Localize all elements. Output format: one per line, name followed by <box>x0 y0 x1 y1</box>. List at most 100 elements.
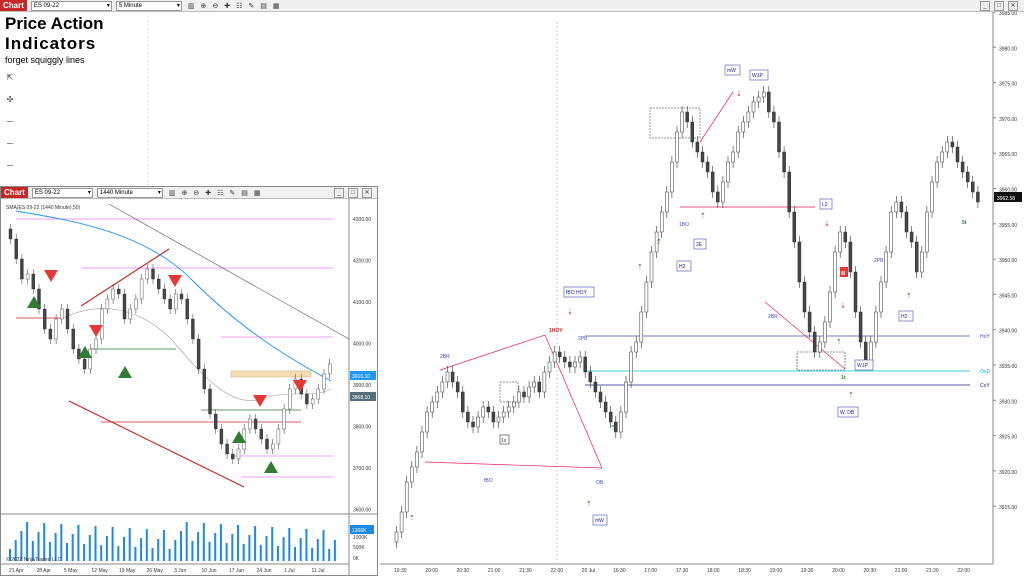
volume-bar <box>322 530 325 561</box>
inset-candle-body <box>117 288 121 295</box>
inset-close-button[interactable]: ✕ <box>362 188 372 198</box>
time-tick-label: 22:00 <box>551 568 564 574</box>
zoom-in-icon[interactable]: ⊕ <box>200 2 207 10</box>
inset-maximize-button[interactable]: □ <box>348 188 358 198</box>
bar-chart-icon[interactable]: ▥ <box>168 189 176 197</box>
candle-body <box>894 201 899 213</box>
sma-line <box>15 210 332 382</box>
inset-minimize-button[interactable]: _ <box>334 188 344 198</box>
inset-chart-tab[interactable]: Chart <box>1 187 28 198</box>
down-arrow-icon: ⇣ <box>736 90 742 98</box>
candle-body <box>925 211 929 253</box>
coy-label: CoY <box>980 383 990 389</box>
inset-candle-body <box>111 288 115 300</box>
volume-bar <box>185 522 188 561</box>
label-2pb: 2PB <box>578 336 588 342</box>
label-l2: L2 <box>822 202 828 208</box>
properties-icon[interactable]: ▦ <box>272 2 280 10</box>
zoom-out-icon[interactable]: ⊖ <box>212 2 219 10</box>
candle-body <box>797 241 802 283</box>
chart-tab[interactable]: Chart <box>0 0 27 11</box>
inset-candle-body <box>179 293 184 300</box>
properties-icon[interactable]: ▦ <box>253 189 261 197</box>
zoom-in-icon[interactable]: ⊕ <box>181 189 188 197</box>
volume-bar <box>202 523 205 561</box>
maximize-button[interactable]: □ <box>994 1 1004 11</box>
signal-triangles <box>27 270 307 473</box>
red-levels <box>16 317 301 423</box>
drawing-tool-icon[interactable]: ✎ <box>229 189 236 197</box>
price-tick-label: 3980.00 <box>999 46 1017 52</box>
inset-chart-window[interactable]: Chart ES 09-22 ▾ 1440 Minute ▾ ▥ ⊕ ⊖ ✚ ☷ ✎… <box>0 186 378 576</box>
candle-body <box>466 411 470 423</box>
inset-instrument-select[interactable]: ES 09-22 ▾ <box>31 187 93 198</box>
candle-body <box>761 91 766 98</box>
candle-body <box>649 251 654 283</box>
candle-body <box>741 121 746 133</box>
title-price-action: Price Action <box>5 14 104 33</box>
volume-bar <box>288 528 291 561</box>
inset-candle-body <box>99 308 104 340</box>
price-tag-lower <box>350 392 376 401</box>
zoom-out-icon[interactable]: ⊖ <box>193 189 200 197</box>
instrument-select[interactable]: ES 09-22 ▾ <box>30 0 112 11</box>
candle-body <box>420 431 424 453</box>
inset-price-axis: 4300.00 4200.00 4100.00 4000.00 3900.00 3800.… <box>353 217 371 514</box>
price-tick-label: 3915.00 <box>999 505 1017 511</box>
inset-interval-select[interactable]: 1440 Minute ▾ <box>96 187 163 198</box>
down-arrow-icon: ⇣ <box>840 302 846 310</box>
add-indicator-icon[interactable]: ✚ <box>205 189 212 197</box>
minimize-button[interactable]: _ <box>980 1 990 11</box>
volume-bar <box>219 524 222 561</box>
candle-body <box>476 416 480 428</box>
chart-trader-icon[interactable]: ▤ <box>241 189 248 197</box>
chart-trader-icon[interactable]: ▤ <box>260 2 267 10</box>
volume-bar <box>254 526 257 561</box>
candle-body <box>955 146 960 163</box>
inset-time-tick-label: 19 May <box>119 568 136 574</box>
candle-body <box>614 421 618 433</box>
candle-body <box>853 271 858 313</box>
candle-body <box>486 406 491 413</box>
up-triangle-icon <box>264 461 278 473</box>
magenta-levels <box>16 218 333 478</box>
up-arrow-icon: ⇡ <box>906 292 912 300</box>
up-arrow-icon: ⇡ <box>637 263 643 271</box>
line-icon[interactable]: ─ <box>7 117 13 126</box>
candle-body <box>583 356 587 373</box>
candle-body <box>746 111 751 123</box>
add-indicator-icon[interactable]: ✚ <box>224 2 231 10</box>
annotation-labels: mW W1P L2 H2 H2 2E fBO HOY 1HOY 2PB 2BR … <box>440 64 967 526</box>
strategy-icon[interactable]: ☷ <box>236 2 243 10</box>
time-tick-label: 20:00 <box>425 568 438 574</box>
inset-price-tick-label: 4300.00 <box>353 217 371 223</box>
price-tick-label: 3960.00 <box>999 188 1017 194</box>
strategy-icon[interactable]: ☷ <box>217 189 224 197</box>
volume-bar <box>48 542 51 561</box>
horizontal-line-icon[interactable]: ─ <box>7 161 13 170</box>
main-chart[interactable]: 3985.00 3980.00 3975.00 3970.00 3965.00 3960.… <box>0 12 1024 576</box>
candle-body <box>425 411 429 433</box>
cursor-icon[interactable]: ⇱ <box>6 73 14 82</box>
down-arrow-icon: ⇣ <box>567 308 573 316</box>
time-tick-label: 20:00 <box>832 568 845 574</box>
volume-bar <box>123 537 125 561</box>
crosshair-icon[interactable]: ✣ <box>6 95 14 104</box>
candle-body <box>542 371 547 393</box>
label-1s: 1s <box>501 438 507 444</box>
price-tick-label: 3965.00 <box>999 152 1017 158</box>
inset-candle-body <box>322 373 326 390</box>
bar-chart-icon[interactable]: ▥ <box>187 2 195 10</box>
label-fbo-hoy: fBO HOY <box>566 290 588 296</box>
close-button[interactable]: ✕ <box>1008 1 1018 11</box>
candle-body <box>802 281 807 313</box>
ray-icon[interactable]: ─ <box>7 139 13 148</box>
drawing-tool-icon[interactable]: ✎ <box>248 2 255 10</box>
interval-select[interactable]: 5 Minute ▾ <box>115 0 182 11</box>
volume-bar <box>43 523 46 561</box>
inset-candle-body <box>14 238 18 260</box>
label-2br-b: 2BR <box>768 314 778 320</box>
volume-tag-value: 1306K <box>352 528 367 534</box>
candle-body <box>879 281 883 313</box>
inset-candle-body <box>43 308 47 330</box>
